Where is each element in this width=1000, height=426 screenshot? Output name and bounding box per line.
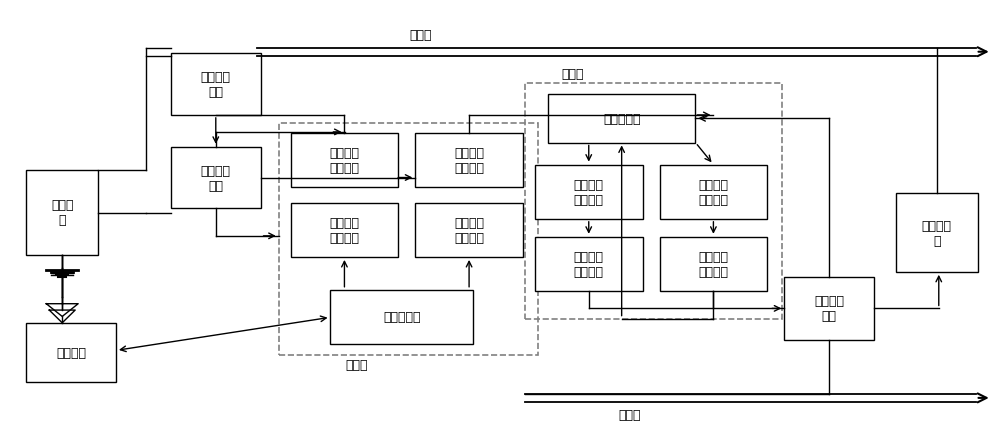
Text: 第一控制器: 第一控制器 [383, 311, 421, 324]
Text: 第二输出
整形电路: 第二输出 整形电路 [574, 178, 604, 206]
Text: 第一输出
整形电路: 第一输出 整形电路 [329, 147, 359, 175]
FancyBboxPatch shape [291, 133, 398, 187]
Text: 电力线: 电力线 [618, 408, 641, 420]
FancyBboxPatch shape [535, 165, 643, 219]
Text: 第一隔离
电路: 第一隔离 电路 [201, 71, 231, 99]
FancyBboxPatch shape [171, 147, 261, 209]
Text: 充电设
备: 充电设 备 [51, 199, 73, 227]
Text: 第一隔离
电路: 第一隔离 电路 [201, 164, 231, 192]
Text: 第二耦合
驱动电路: 第二耦合 驱动电路 [574, 250, 604, 278]
FancyBboxPatch shape [415, 133, 523, 187]
FancyBboxPatch shape [26, 171, 98, 255]
Text: 第一耦合
驱动电路: 第一耦合 驱动电路 [329, 216, 359, 245]
FancyBboxPatch shape [784, 277, 874, 340]
Text: 第二隔离
电路: 第二隔离 电路 [814, 295, 844, 322]
Text: 第二输入
滤波电路: 第二输入 滤波电路 [698, 178, 728, 206]
FancyBboxPatch shape [660, 237, 767, 291]
Text: 电力线: 电力线 [409, 29, 431, 42]
Text: 第二控制器: 第二控制器 [603, 112, 640, 125]
Text: 下位机: 下位机 [562, 68, 584, 81]
FancyBboxPatch shape [415, 203, 523, 257]
FancyBboxPatch shape [535, 237, 643, 291]
Text: 第二输入
整形电路: 第二输入 整形电路 [698, 250, 728, 278]
FancyBboxPatch shape [26, 323, 116, 382]
FancyBboxPatch shape [171, 54, 261, 115]
Text: 第一输入
整形电路: 第一输入 整形电路 [454, 216, 484, 245]
FancyBboxPatch shape [548, 95, 695, 143]
Text: 第一输入
滤波电路: 第一输入 滤波电路 [454, 147, 484, 175]
Text: 数据采集
器: 数据采集 器 [922, 219, 952, 247]
FancyBboxPatch shape [660, 165, 767, 219]
Text: 用户终端: 用户终端 [56, 346, 86, 359]
FancyBboxPatch shape [291, 203, 398, 257]
FancyBboxPatch shape [896, 194, 978, 272]
Text: ═: ═ [52, 268, 60, 281]
FancyBboxPatch shape [330, 290, 473, 344]
Text: 上位机: 上位机 [345, 358, 368, 371]
